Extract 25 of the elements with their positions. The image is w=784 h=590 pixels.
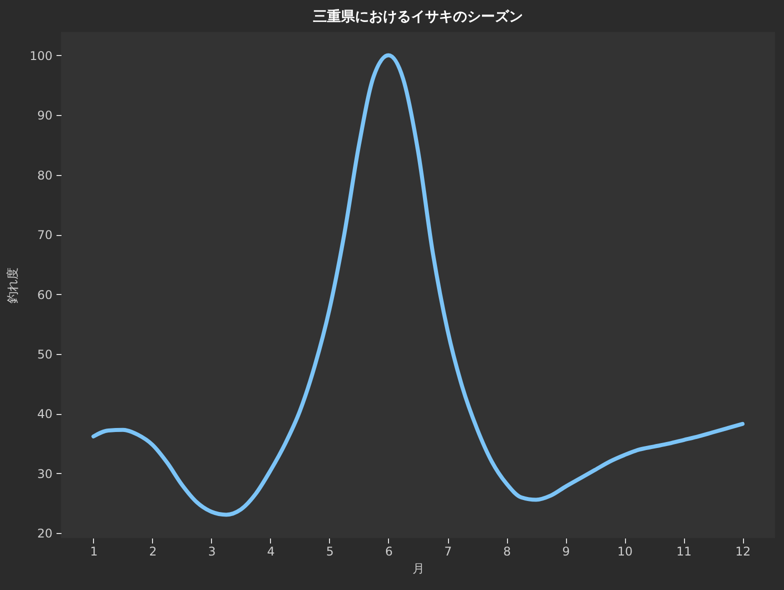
x-tick-label: 4 [267,544,275,558]
chart-title: 三重県におけるイサキのシーズン [313,9,523,25]
y-tick-label: 60 [37,288,52,302]
x-tick-label: 3 [208,544,216,558]
x-tick-label: 10 [617,544,633,558]
y-tick-label: 90 [37,108,52,123]
y-tick-label: 100 [30,48,52,63]
x-tick-label: 6 [385,544,393,558]
x-tick-label: 12 [735,544,751,558]
x-tick-label: 8 [503,544,511,558]
y-tick-label: 30 [37,466,52,481]
y-tick-label: 80 [37,168,52,182]
x-tick-label: 1 [90,544,98,558]
x-tick-label: 11 [676,544,692,558]
y-tick-label: 50 [37,348,52,362]
x-tick-label: 5 [326,544,334,558]
x-axis-title: 月 [412,562,424,576]
x-tick-label: 2 [149,544,157,558]
y-tick-label: 70 [37,228,52,242]
x-tick-label: 9 [562,544,570,558]
line-series [91,53,745,517]
y-tick-label: 20 [37,526,52,541]
y-axis-title: 釣れ度 [6,268,20,304]
x-tick-label: 7 [444,544,452,558]
y-tick-label: 40 [37,407,52,422]
